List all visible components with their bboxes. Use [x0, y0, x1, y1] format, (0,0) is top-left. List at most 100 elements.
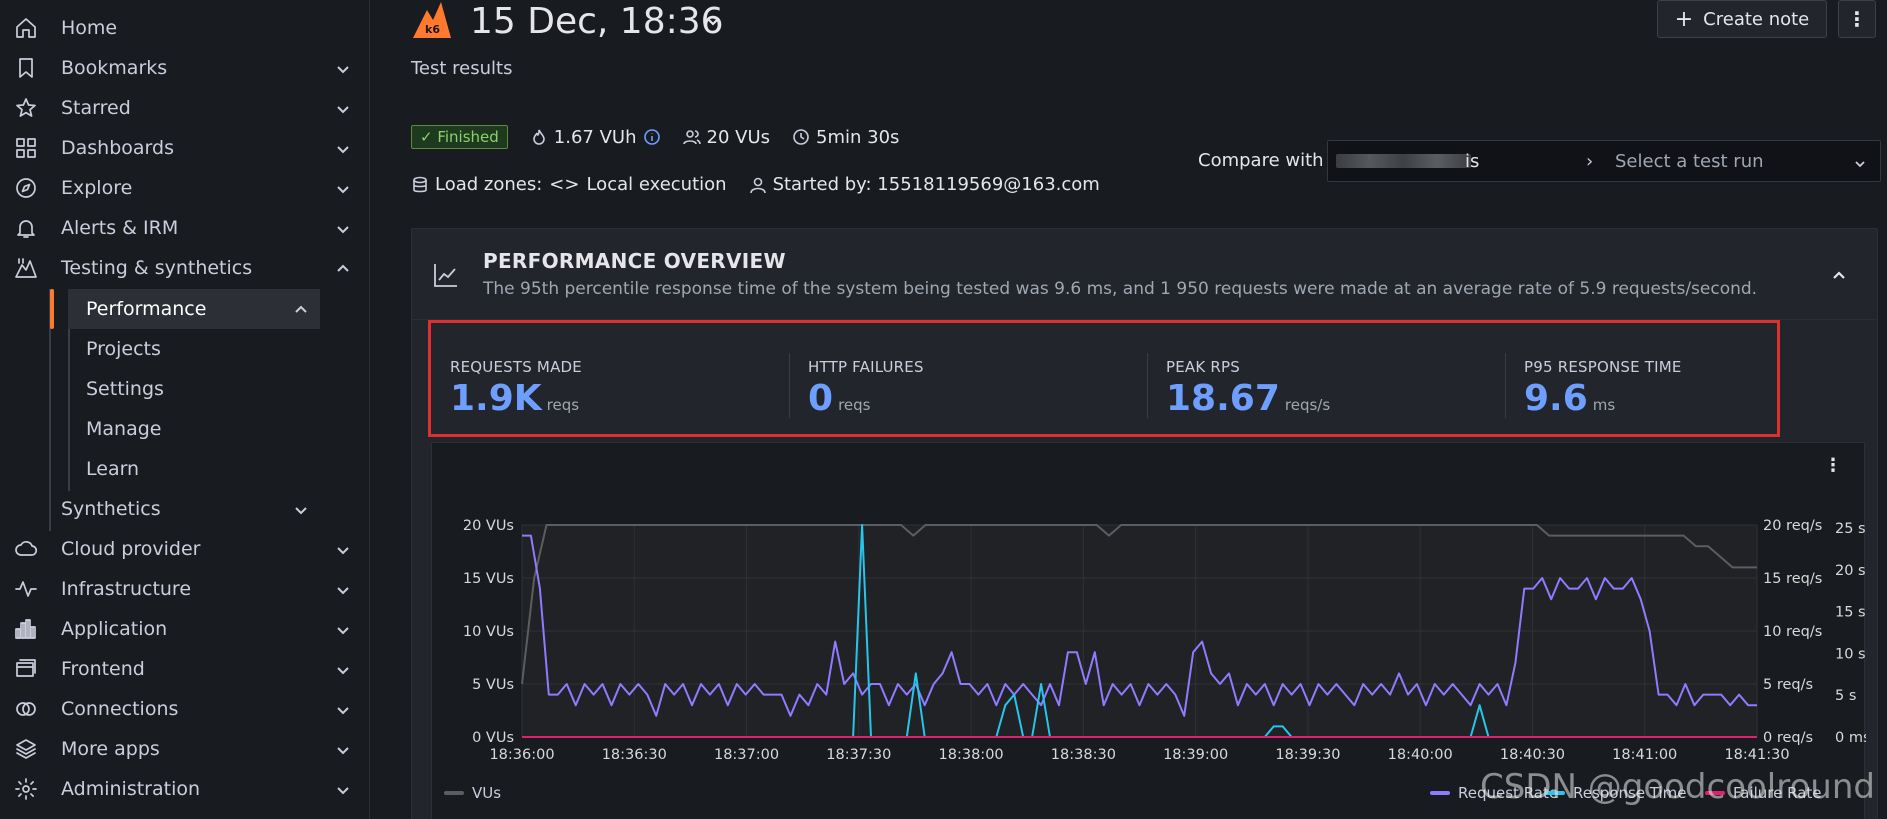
- chevron-down-icon: [336, 702, 350, 716]
- sidebar-item-starred[interactable]: Starred: [0, 88, 370, 128]
- chevron-down-icon: [336, 221, 350, 235]
- connections-icon: [14, 697, 38, 721]
- compare-label: Compare with: [1198, 150, 1324, 171]
- sidebar-item-connections[interactable]: Connections: [0, 689, 370, 729]
- layers-icon: [14, 737, 38, 761]
- sidebar-item-alerts-irm[interactable]: Alerts & IRM: [0, 208, 370, 248]
- x-tick-label: 18:39:00: [1163, 747, 1228, 763]
- watermark: CSDN @goodcoolround: [1480, 767, 1875, 807]
- sidebar-item-manage[interactable]: Manage: [86, 418, 162, 440]
- chevron-down-icon[interactable]: [705, 14, 721, 30]
- create-note-button[interactable]: + Create note: [1657, 0, 1827, 38]
- chevron-down-icon: [336, 782, 350, 796]
- chart-menu-icon[interactable]: ⋮: [1824, 455, 1842, 476]
- sidebar-item-label: More apps: [61, 738, 160, 760]
- cloud-icon: [14, 537, 38, 561]
- star-icon: [14, 96, 38, 120]
- x-tick-label: 18:38:30: [1051, 747, 1116, 763]
- sidebar-item-label: Testing & synthetics: [61, 257, 253, 279]
- test-meta-row: ✓ Finished 1.67 VUh 20 VUs 5min 30s: [411, 125, 899, 149]
- sidebar-item-explore[interactable]: Explore: [0, 168, 370, 208]
- chevron-down-icon: [336, 622, 350, 636]
- sidebar-item-label: Dashboards: [61, 137, 174, 159]
- chevron-down-icon: [336, 101, 350, 115]
- x-tick-label: 18:36:00: [489, 747, 554, 763]
- sidebar-item-label: Connections: [61, 698, 179, 720]
- x-tick-label: 18:36:30: [602, 747, 667, 763]
- sidebar-item-learn[interactable]: Learn: [86, 458, 140, 480]
- chevron-down-icon: [336, 542, 350, 556]
- sidebar-item-more-apps[interactable]: More apps: [0, 729, 370, 769]
- y-right-reqs-tick-label: 5 req/s: [1763, 677, 1813, 693]
- sidebar-item-performance[interactable]: Performance: [50, 289, 320, 329]
- chevron-down-icon: [336, 141, 350, 155]
- sidebar-item-cloud-provider[interactable]: Cloud provider: [0, 529, 370, 569]
- sidebar-item-label: Bookmarks: [61, 57, 168, 79]
- line-chart-icon: [432, 261, 460, 289]
- sidebar-item-frontend[interactable]: Frontend: [0, 649, 370, 689]
- divider: [1147, 353, 1148, 418]
- sidebar-item-bookmarks[interactable]: Bookmarks: [0, 48, 370, 88]
- compare-project: is: [1465, 150, 1480, 172]
- x-tick-label: 18:40:30: [1500, 747, 1565, 763]
- dashboards-icon: [14, 136, 38, 160]
- bell-icon: [14, 216, 38, 240]
- stat-p95-response-time: P95 RESPONSE TIME 9.6 ms: [1505, 323, 1863, 434]
- compare-select[interactable]: is › Select a test run: [1327, 140, 1881, 182]
- code-icon: <>: [549, 174, 580, 195]
- chevron-down-icon: [294, 502, 308, 516]
- chevron-down-icon: [336, 61, 350, 75]
- main-content: k6 15 Dec, 18:36 Test results + Create n…: [371, 0, 1887, 819]
- sidebar-item-infrastructure[interactable]: Infrastructure: [0, 569, 370, 609]
- sidebar-item-label: Starred: [61, 97, 131, 119]
- chevron-up-icon[interactable]: [1831, 267, 1847, 283]
- panel-description: The 95th percentile response time of the…: [483, 279, 1758, 299]
- y-right-reqs-tick-label: 0 req/s: [1763, 730, 1813, 746]
- sidebar-item-label: Alerts & IRM: [61, 217, 179, 239]
- more-options-button[interactable]: ⋮: [1838, 0, 1876, 38]
- stats-row: REQUESTS MADE 1.9K reqs HTTP FAILURES 0 re…: [428, 320, 1780, 437]
- sidebar-item-dashboards[interactable]: Dashboards: [0, 128, 370, 168]
- started-by-info: Started by: 15518119569@163.com: [749, 174, 1100, 195]
- sidebar-item-projects[interactable]: Projects: [86, 338, 161, 360]
- blurred-project-name: [1336, 154, 1471, 168]
- sidebar-item-application[interactable]: Application: [0, 609, 370, 649]
- flame-icon: [532, 129, 545, 145]
- legend-label: Request Rate: [1458, 784, 1558, 802]
- sidebar-item-home[interactable]: Home: [0, 8, 370, 48]
- tree-line: [49, 289, 51, 531]
- pulse-icon: [14, 577, 38, 601]
- x-tick-label: 18:39:30: [1275, 747, 1340, 763]
- sidebar-item-label: Explore: [61, 177, 133, 199]
- sidebar-item-testing-synthetics[interactable]: Testing & synthetics: [0, 248, 370, 288]
- overview-chart: 18:36:00 18:36:30 18:37:00 18:37:30 18:38:00…: [444, 518, 1866, 802]
- panel-header[interactable]: PERFORMANCE OVERVIEW The 95th percentile…: [412, 229, 1877, 320]
- chevron-down-icon: [336, 582, 350, 596]
- x-tick-label: 18:37:30: [826, 747, 891, 763]
- sidebar-item-settings[interactable]: Settings: [86, 378, 164, 400]
- sidebar-item-synthetics[interactable]: Synthetics: [61, 489, 320, 529]
- sidebar-nav: Home Bookmarks Starred Dashboards Explore Ale…: [0, 0, 370, 819]
- stat-value: 1.9K reqs: [450, 378, 580, 419]
- home-icon: [14, 16, 38, 40]
- y-right-time-tick-label: 5 s: [1835, 688, 1856, 704]
- stat-label: PEAK RPS: [1166, 358, 1240, 376]
- sidebar-item-administration[interactable]: Administration: [0, 769, 370, 809]
- x-tick-label: 18:41:30: [1724, 747, 1789, 763]
- chevron-down-icon[interactable]: [1854, 155, 1866, 168]
- y-right-reqs-tick-label: 20 req/s: [1763, 518, 1822, 534]
- divider: [789, 353, 790, 418]
- users-icon: [682, 130, 701, 145]
- gear-icon: [14, 777, 38, 801]
- y-right-time-tick-label: 15 s: [1835, 605, 1866, 621]
- vuh-info: 1.67 VUh: [530, 127, 661, 148]
- series-line-vus: [521, 524, 1757, 685]
- chevron-up-icon: [336, 261, 350, 275]
- bookmark-icon: [14, 56, 38, 80]
- chevron-down-icon: [336, 742, 350, 756]
- test-run-placeholder: Select a test run: [1615, 150, 1764, 172]
- y-left-tick-label: 15 VUs: [463, 571, 514, 587]
- stat-http-failures: HTTP FAILURES 0 reqs: [789, 323, 1147, 434]
- stat-value: 9.6 ms: [1524, 378, 1616, 419]
- chevron-up-icon: [294, 302, 308, 316]
